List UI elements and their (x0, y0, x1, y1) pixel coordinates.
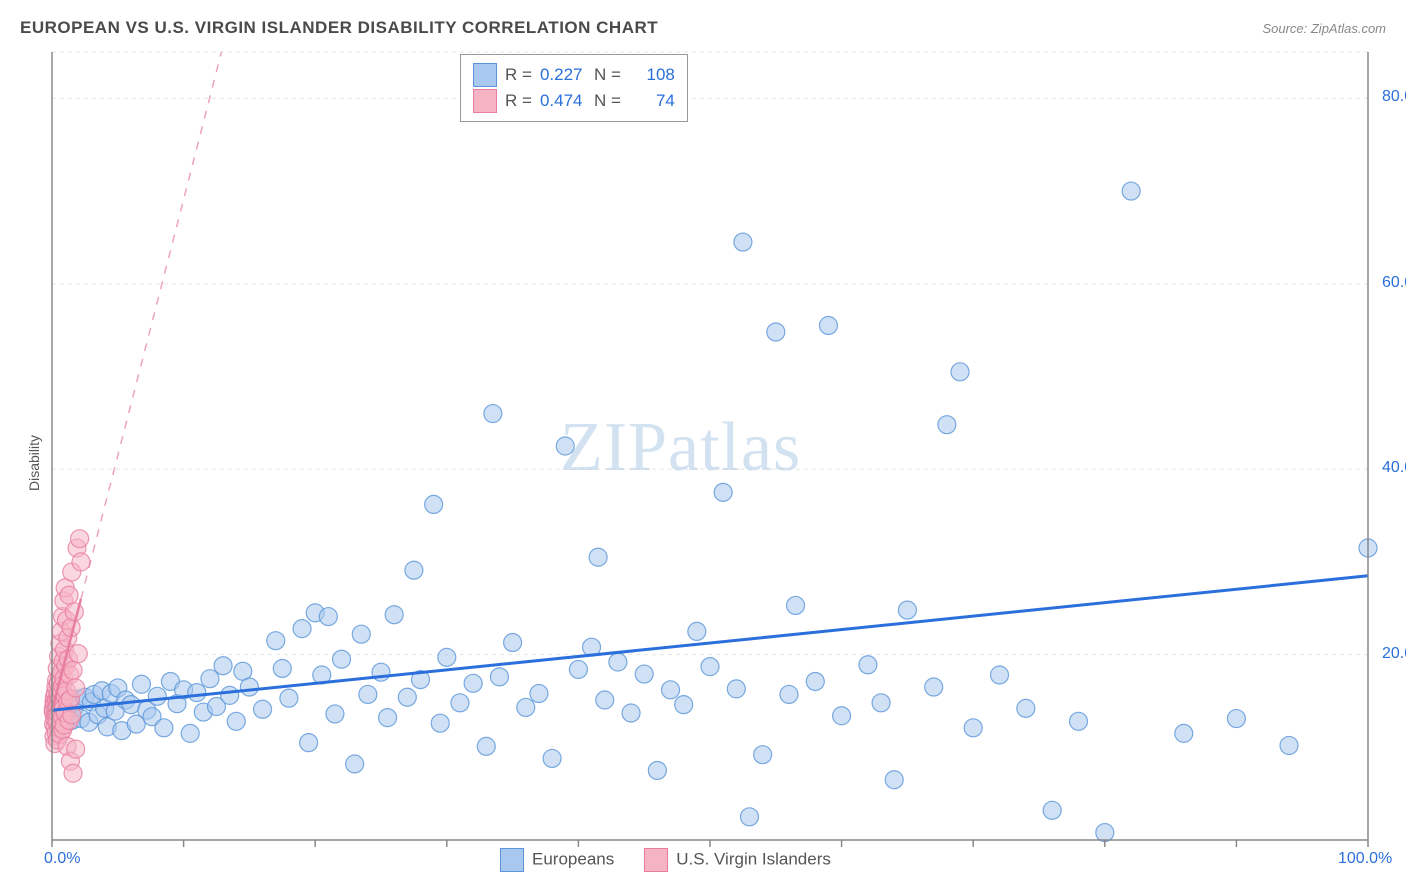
axis-tick-label: 100.0% (1338, 850, 1392, 868)
stats-row-usvi: R =0.474N =74 (473, 89, 675, 113)
stats-row-europeans: R =0.227N =108 (473, 63, 675, 87)
axis-tick-label: 60.0% (1382, 274, 1406, 292)
chart-container: Disability ZIPatlas R =0.227N =108R =0.4… (0, 48, 1406, 878)
legend-item-usvi: U.S. Virgin Islanders (644, 848, 831, 872)
axis-tick-label: 40.0% (1382, 459, 1406, 477)
correlation-stats-box: R =0.227N =108R =0.474N =74 (460, 54, 688, 122)
chart-title: EUROPEAN VS U.S. VIRGIN ISLANDER DISABIL… (20, 18, 658, 38)
axis-tick-label: 80.0% (1382, 88, 1406, 106)
source-attribution: Source: ZipAtlas.com (1262, 21, 1386, 36)
scatter-chart-svg (0, 48, 1406, 878)
legend-item-europeans: Europeans (500, 848, 614, 872)
axis-tick-label: 20.0% (1382, 645, 1406, 663)
axis-tick-label: 0.0% (44, 850, 80, 868)
legend: Europeans U.S. Virgin Islanders (500, 848, 831, 872)
